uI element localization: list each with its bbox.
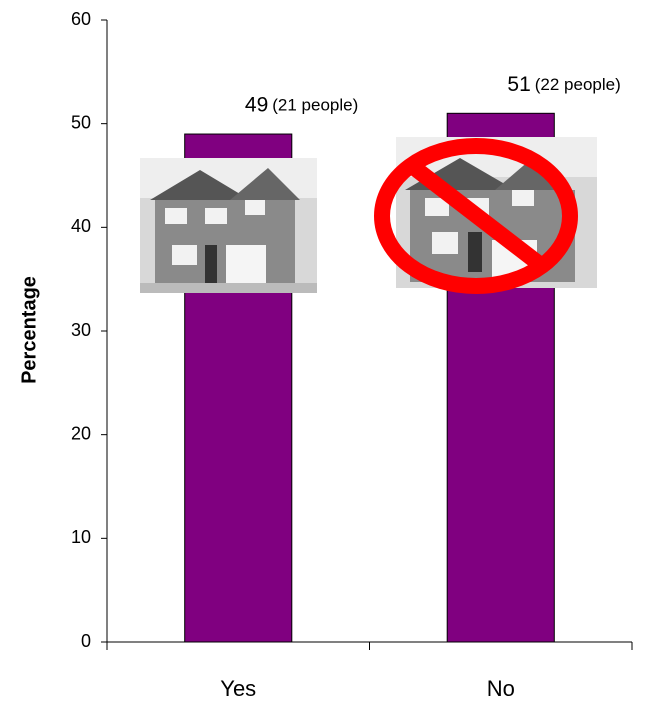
x-tick-label: No <box>487 676 515 701</box>
value-note: (21 people) <box>272 96 358 115</box>
house-photo <box>140 158 317 293</box>
value-label: 49 <box>245 94 268 117</box>
value-note: (22 people) <box>535 75 621 94</box>
value-label: 51 <box>507 73 530 96</box>
y-tick-label: 40 <box>71 216 91 236</box>
y-tick-label: 30 <box>71 320 91 340</box>
y-axis-label: Percentage <box>18 276 40 384</box>
y-tick-label: 60 <box>71 9 91 29</box>
y-tick-label: 20 <box>71 423 91 443</box>
y-tick-label: 0 <box>81 631 91 651</box>
y-tick-label: 50 <box>71 112 91 132</box>
y-tick-label: 10 <box>71 527 91 547</box>
x-tick-label: Yes <box>220 676 256 701</box>
no-sign <box>374 138 578 294</box>
